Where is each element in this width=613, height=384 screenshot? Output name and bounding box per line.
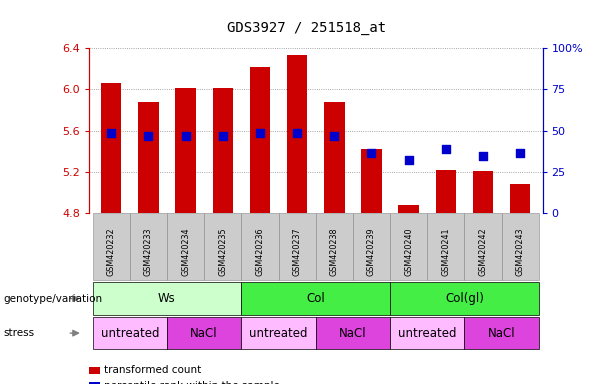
Bar bbox=[510, 184, 530, 213]
Text: GSM420235: GSM420235 bbox=[218, 228, 227, 276]
Text: NaCl: NaCl bbox=[488, 327, 516, 339]
Text: GSM420239: GSM420239 bbox=[367, 228, 376, 276]
Text: untreated: untreated bbox=[398, 327, 457, 339]
Point bbox=[255, 129, 265, 136]
Text: Col(gl): Col(gl) bbox=[445, 292, 484, 305]
Text: GDS3927 / 251518_at: GDS3927 / 251518_at bbox=[227, 21, 386, 35]
Text: NaCl: NaCl bbox=[339, 327, 367, 339]
Bar bbox=[175, 88, 196, 213]
Point bbox=[218, 132, 227, 139]
Bar bbox=[138, 102, 159, 213]
Bar bbox=[436, 170, 456, 213]
Point bbox=[106, 129, 116, 136]
Text: Ws: Ws bbox=[158, 292, 176, 305]
Bar bbox=[361, 149, 382, 213]
Text: GSM420233: GSM420233 bbox=[144, 228, 153, 276]
Text: Col: Col bbox=[306, 292, 325, 305]
Bar bbox=[324, 102, 345, 213]
Bar bbox=[473, 171, 493, 213]
Text: GSM420236: GSM420236 bbox=[256, 228, 264, 276]
Point bbox=[143, 132, 153, 139]
Bar bbox=[249, 66, 270, 213]
Bar bbox=[398, 205, 419, 213]
Bar bbox=[101, 83, 121, 213]
Bar bbox=[213, 88, 233, 213]
Point bbox=[181, 132, 191, 139]
Text: GSM420237: GSM420237 bbox=[292, 228, 302, 276]
Text: GSM420240: GSM420240 bbox=[404, 228, 413, 276]
Text: percentile rank within the sample: percentile rank within the sample bbox=[104, 381, 280, 384]
Text: GSM420232: GSM420232 bbox=[107, 228, 116, 276]
Text: untreated: untreated bbox=[249, 327, 308, 339]
Point bbox=[404, 157, 414, 164]
Text: GSM420243: GSM420243 bbox=[516, 228, 525, 276]
Text: untreated: untreated bbox=[101, 327, 159, 339]
Point bbox=[367, 150, 376, 156]
Point bbox=[478, 153, 488, 159]
Text: genotype/variation: genotype/variation bbox=[3, 293, 102, 304]
Point bbox=[516, 150, 525, 156]
Text: NaCl: NaCl bbox=[191, 327, 218, 339]
Point bbox=[441, 146, 451, 152]
Text: GSM420242: GSM420242 bbox=[479, 228, 487, 276]
Text: GSM420234: GSM420234 bbox=[181, 228, 190, 276]
Bar bbox=[287, 55, 307, 213]
Text: stress: stress bbox=[3, 328, 34, 338]
Point bbox=[329, 132, 339, 139]
Text: GSM420238: GSM420238 bbox=[330, 228, 339, 276]
Text: transformed count: transformed count bbox=[104, 365, 202, 375]
Text: GSM420241: GSM420241 bbox=[441, 228, 451, 276]
Point bbox=[292, 129, 302, 136]
